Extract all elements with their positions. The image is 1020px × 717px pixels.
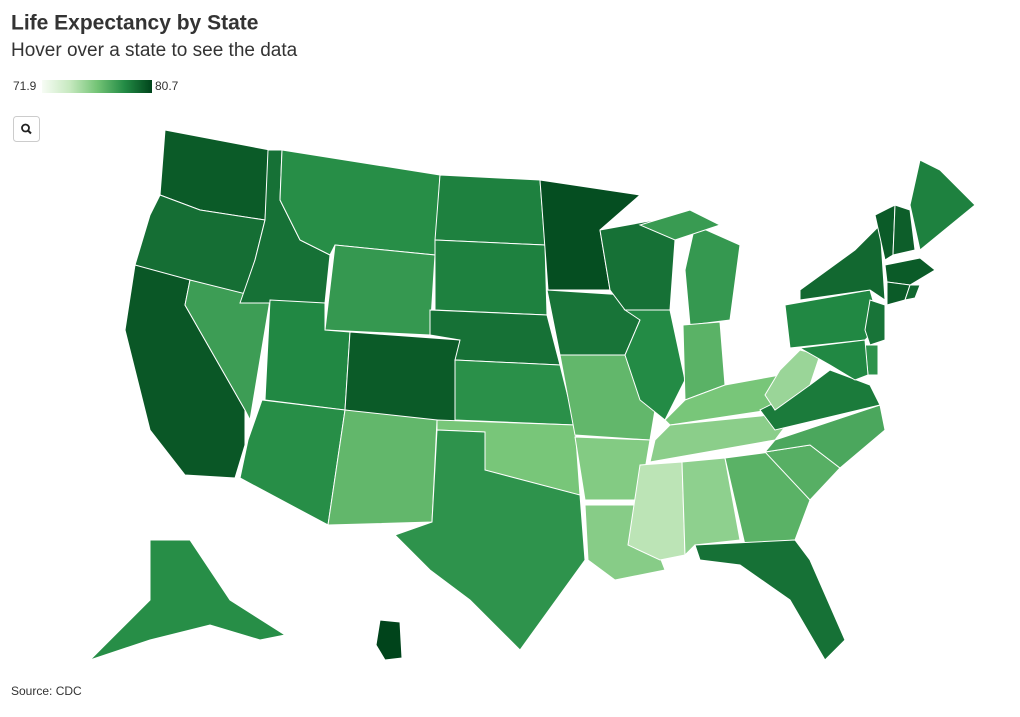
state[interactable] bbox=[884, 257, 936, 286]
state[interactable] bbox=[324, 244, 436, 336]
state[interactable] bbox=[798, 339, 869, 381]
legend-max-label: 80.7 bbox=[155, 79, 179, 93]
state[interactable] bbox=[909, 159, 976, 251]
state[interactable] bbox=[694, 539, 846, 661]
state[interactable] bbox=[799, 223, 886, 301]
state[interactable] bbox=[434, 174, 546, 246]
map-title: Life Expectancy by State bbox=[11, 12, 258, 35]
search-button[interactable] bbox=[13, 116, 40, 142]
source: Source: CDC bbox=[11, 684, 82, 698]
state[interactable] bbox=[684, 224, 741, 326]
state[interactable] bbox=[89, 539, 287, 661]
state[interactable] bbox=[239, 399, 346, 526]
state[interactable] bbox=[434, 239, 548, 316]
state[interactable] bbox=[864, 299, 886, 346]
state[interactable] bbox=[454, 359, 576, 426]
state[interactable] bbox=[638, 209, 722, 241]
state[interactable] bbox=[681, 457, 741, 557]
state[interactable] bbox=[886, 281, 911, 306]
state[interactable] bbox=[279, 149, 441, 256]
legend-gradient bbox=[42, 80, 152, 93]
state[interactable] bbox=[375, 619, 403, 661]
state[interactable] bbox=[784, 289, 881, 349]
state[interactable] bbox=[627, 461, 686, 561]
state[interactable] bbox=[559, 354, 656, 441]
state[interactable] bbox=[394, 429, 586, 651]
state[interactable] bbox=[892, 204, 916, 256]
state[interactable] bbox=[764, 349, 821, 411]
state[interactable] bbox=[623, 309, 686, 421]
map-subtitle: Hover over a state to see the data bbox=[11, 40, 298, 61]
states bbox=[89, 129, 976, 661]
state[interactable] bbox=[904, 284, 921, 301]
state[interactable] bbox=[327, 409, 438, 526]
legend-min-label: 71.9 bbox=[13, 79, 37, 93]
